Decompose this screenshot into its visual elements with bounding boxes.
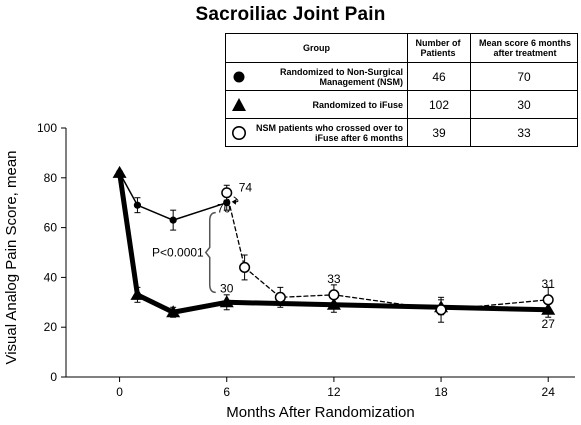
significance-bracket	[204, 211, 216, 294]
series-line-1	[118, 172, 228, 221]
y-tick-label: 80	[44, 171, 58, 185]
x-tick-label: 0	[116, 385, 123, 399]
data-point	[133, 201, 142, 209]
data-point	[166, 305, 181, 318]
series-line-3	[226, 192, 549, 311]
data-label: 74	[239, 181, 253, 195]
table-cell-patients: 46	[432, 70, 446, 84]
x-tick-label: 12	[327, 385, 341, 399]
filled-circle-marker-icon	[233, 71, 245, 83]
open-circle-marker-icon	[232, 126, 246, 140]
table-cell-mean: 30	[517, 98, 531, 112]
table-cell-mean: 70	[517, 70, 531, 84]
data-label: 30	[220, 281, 234, 295]
data-label: 27	[542, 317, 556, 331]
x-axis-label: Months After Randomization	[226, 404, 414, 421]
data-point	[326, 297, 341, 310]
data-label: 31	[542, 277, 556, 291]
y-tick-label: 60	[44, 221, 58, 235]
crossover-arrowhead	[231, 198, 237, 205]
data-point	[435, 304, 447, 316]
y-axis-label: Visual Analog Pain Score, mean	[3, 150, 20, 364]
x-tick-label: 24	[542, 385, 556, 399]
filled-triangle-marker-icon	[232, 98, 246, 111]
y-tick-label: 100	[37, 121, 57, 135]
data-point	[223, 199, 231, 207]
table-cell-group: NSM patients who crossed over to iFuse a…	[255, 123, 403, 143]
data-label: 33	[327, 272, 341, 286]
data-point	[239, 261, 251, 273]
table-header-row: Group Number of Patients Mean score 6 mo…	[226, 34, 577, 62]
data-point	[328, 289, 340, 301]
y-tick-label: 40	[44, 270, 58, 284]
data-point	[221, 187, 233, 199]
data-point	[274, 291, 286, 303]
data-label: P<0.0001	[152, 246, 204, 260]
table-cell-patients: 39	[432, 126, 446, 140]
y-tick-label: 0	[50, 370, 57, 384]
table-cell-group: Randomized to Non-Surgical Management (N…	[279, 67, 403, 87]
data-point	[541, 302, 556, 315]
header-group: Group	[303, 43, 330, 53]
y-tick-label: 20	[44, 320, 58, 334]
table-cell-mean: 33	[517, 126, 531, 140]
table-cell-patients: 102	[428, 98, 450, 112]
table-row: NSM patients who crossed over to iFuse a…	[226, 118, 577, 147]
data-point	[169, 216, 177, 224]
table-row: Randomized to iFuse 102 30	[226, 90, 577, 119]
table-row: Randomized to Non-Surgical Management (N…	[226, 62, 577, 91]
chart-title: Sacroiliac Joint Pain	[195, 4, 386, 25]
data-point	[542, 294, 554, 306]
x-tick-label: 18	[434, 385, 448, 399]
data-point	[112, 165, 127, 178]
legend-table: Group Number of Patients Mean score 6 mo…	[225, 33, 578, 147]
data-point	[130, 287, 145, 300]
table-cell-group: Randomized to iFuse	[312, 100, 403, 110]
header-mean-score: Mean score 6 months after treatment	[478, 38, 572, 58]
x-tick-label: 6	[223, 385, 230, 399]
data-point	[219, 295, 234, 308]
header-patients: Number of Patients	[415, 38, 461, 58]
data-label: 70	[217, 202, 231, 216]
